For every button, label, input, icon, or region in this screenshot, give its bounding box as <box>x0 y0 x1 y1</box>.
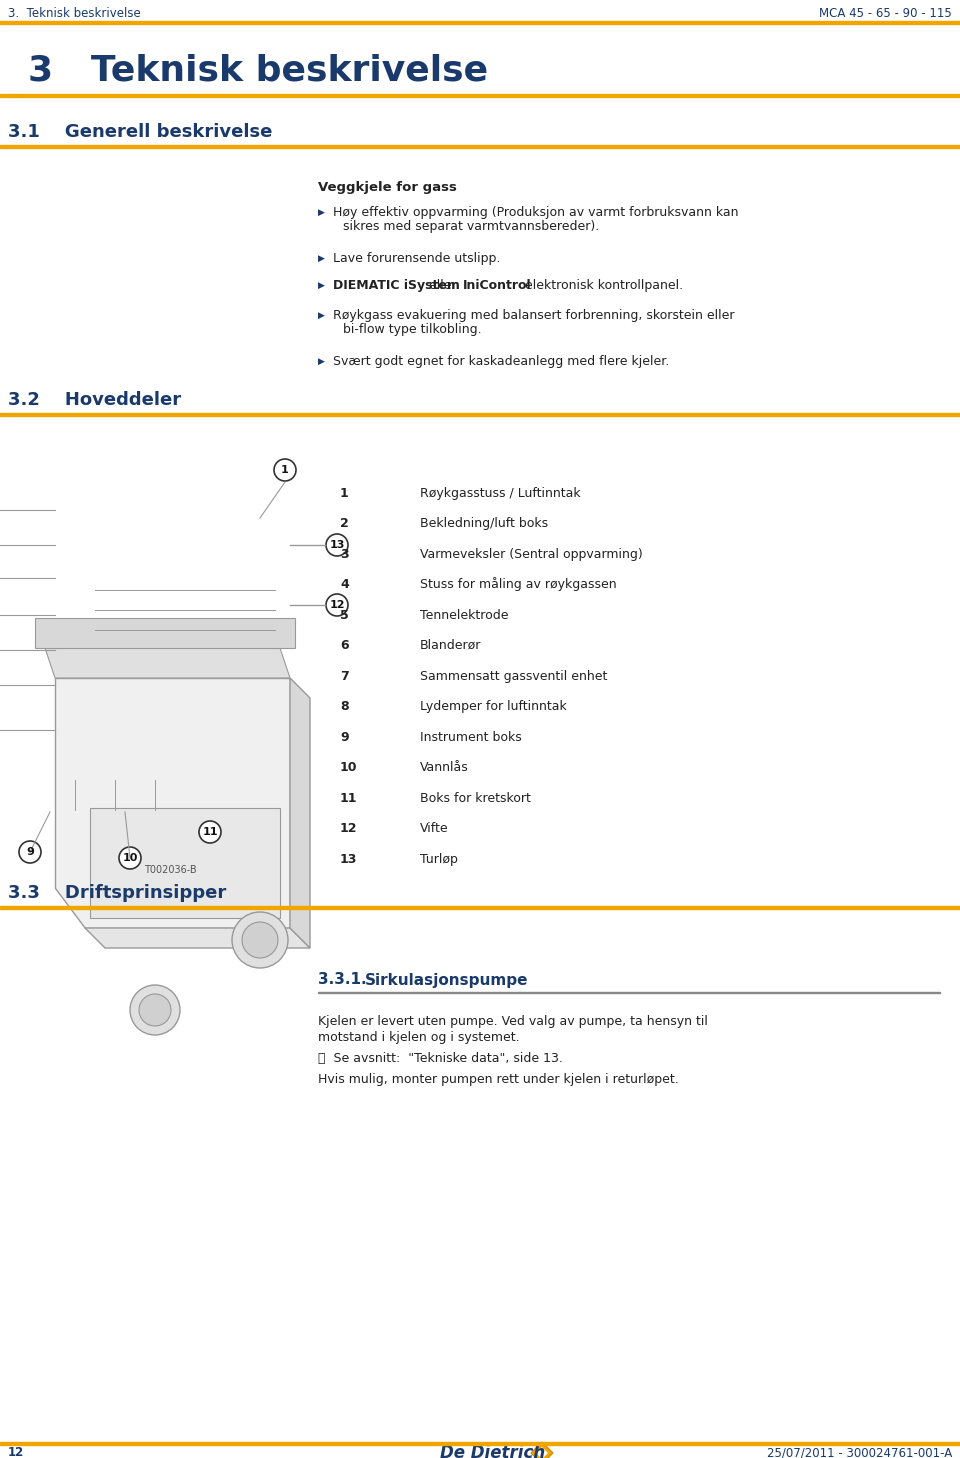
Text: Tennelektrode: Tennelektrode <box>420 608 509 621</box>
Polygon shape <box>531 1442 553 1458</box>
Text: 10: 10 <box>340 761 357 774</box>
Text: 9: 9 <box>26 847 34 857</box>
Circle shape <box>119 847 141 869</box>
Polygon shape <box>85 927 310 948</box>
Text: Lydemper for luftinntak: Lydemper for luftinntak <box>420 700 566 713</box>
Polygon shape <box>45 647 290 678</box>
Text: 3: 3 <box>340 548 348 560</box>
Polygon shape <box>290 678 310 948</box>
Text: 10: 10 <box>122 853 137 863</box>
Text: 1: 1 <box>340 487 348 500</box>
Text: 12: 12 <box>340 822 357 835</box>
Bar <box>0 93 960 98</box>
Bar <box>0 1442 960 1445</box>
Text: ▶: ▶ <box>318 357 324 366</box>
Text: 6: 6 <box>340 639 348 652</box>
Text: Kjelen er levert uten pumpe. Ved valg av pumpe, ta hensyn til: Kjelen er levert uten pumpe. Ved valg av… <box>318 1016 708 1028</box>
Text: 11: 11 <box>203 827 218 837</box>
Text: bi-flow type tilkobling.: bi-flow type tilkobling. <box>343 322 482 335</box>
Text: 13: 13 <box>340 853 357 866</box>
Text: 12: 12 <box>329 601 345 609</box>
Bar <box>0 144 960 149</box>
Text: IniControl: IniControl <box>463 278 532 292</box>
Text: 2: 2 <box>340 518 348 531</box>
Text: 3.3    Driftsprinsipper: 3.3 Driftsprinsipper <box>8 884 227 903</box>
Text: 4: 4 <box>340 577 348 590</box>
Text: Boks for kretskort: Boks for kretskort <box>420 792 531 805</box>
Polygon shape <box>55 678 290 927</box>
Text: elektronisk kontrollpanel.: elektronisk kontrollpanel. <box>520 278 683 292</box>
Text: Varmeveksler (Sentral oppvarming): Varmeveksler (Sentral oppvarming) <box>420 548 643 560</box>
Text: 7: 7 <box>340 669 348 682</box>
Text: Stuss for måling av røykgassen: Stuss for måling av røykgassen <box>420 577 616 592</box>
Circle shape <box>242 921 278 958</box>
Text: 3   Teknisk beskrivelse: 3 Teknisk beskrivelse <box>28 52 488 87</box>
Circle shape <box>326 593 348 615</box>
Bar <box>0 20 960 23</box>
Circle shape <box>326 534 348 555</box>
Text: 3.3.1.: 3.3.1. <box>318 972 367 987</box>
Text: De Dietrich: De Dietrich <box>440 1443 545 1458</box>
Text: Lave forurensende utslipp.: Lave forurensende utslipp. <box>333 251 500 264</box>
Text: Sammensatt gassventil enhet: Sammensatt gassventil enhet <box>420 669 608 682</box>
Text: Veggkjele for gass: Veggkjele for gass <box>318 181 457 194</box>
Text: Bekledning/luft boks: Bekledning/luft boks <box>420 518 548 531</box>
Text: ▶: ▶ <box>318 207 324 216</box>
Text: 3.2    Hoveddeler: 3.2 Hoveddeler <box>8 391 181 410</box>
Text: motstand i kjelen og i systemet.: motstand i kjelen og i systemet. <box>318 1031 519 1044</box>
Text: 9: 9 <box>340 730 348 744</box>
Text: sikres med separat varmtvannsbereder).: sikres med separat varmtvannsbereder). <box>343 220 599 232</box>
Circle shape <box>139 994 171 1026</box>
Text: 5: 5 <box>340 608 348 621</box>
Text: Vifte: Vifte <box>420 822 448 835</box>
Text: Røykgasstuss / Luftinntak: Røykgasstuss / Luftinntak <box>420 487 581 500</box>
Polygon shape <box>35 618 295 647</box>
Text: Røykgass evakuering med balansert forbrenning, skorstein eller: Røykgass evakuering med balansert forbre… <box>333 309 734 322</box>
Bar <box>318 991 940 993</box>
Bar <box>0 905 960 908</box>
Text: ▶: ▶ <box>318 254 324 262</box>
Text: T002036-B: T002036-B <box>144 865 196 875</box>
Text: 25/07/2011 - 300024761-001-A: 25/07/2011 - 300024761-001-A <box>767 1446 952 1458</box>
Text: Sirkulasjonspumpe: Sirkulasjonspumpe <box>365 972 529 987</box>
Text: 1: 1 <box>281 465 289 475</box>
Text: Hvis mulig, monter pumpen rett under kjelen i returløpet.: Hvis mulig, monter pumpen rett under kje… <box>318 1073 679 1086</box>
Text: 3.1    Generell beskrivelse: 3.1 Generell beskrivelse <box>8 122 273 141</box>
Text: Instrument boks: Instrument boks <box>420 730 521 744</box>
Text: Blanderør: Blanderør <box>420 639 481 652</box>
Text: 8: 8 <box>340 700 348 713</box>
Text: MCA 45 - 65 - 90 - 115: MCA 45 - 65 - 90 - 115 <box>819 6 952 19</box>
Polygon shape <box>536 1446 548 1458</box>
Circle shape <box>232 913 288 968</box>
Circle shape <box>274 459 296 481</box>
Circle shape <box>19 841 41 863</box>
Text: 11: 11 <box>340 792 357 805</box>
Text: Svært godt egnet for kaskadeanlegg med flere kjeler.: Svært godt egnet for kaskadeanlegg med f… <box>333 354 669 367</box>
Circle shape <box>199 821 221 843</box>
Text: DIEMATIC iSystem: DIEMATIC iSystem <box>333 278 460 292</box>
Circle shape <box>130 986 180 1035</box>
Text: Høy effektiv oppvarming (Produksjon av varmt forbruksvann kan: Høy effektiv oppvarming (Produksjon av v… <box>333 206 738 219</box>
Polygon shape <box>90 808 280 919</box>
Text: 📄  Se avsnitt:  "Tekniske data", side 13.: 📄 Se avsnitt: "Tekniske data", side 13. <box>318 1053 563 1066</box>
Text: 3.  Teknisk beskrivelse: 3. Teknisk beskrivelse <box>8 6 141 19</box>
Bar <box>0 413 960 416</box>
Text: Vannlås: Vannlås <box>420 761 468 774</box>
Text: eller: eller <box>425 278 461 292</box>
Text: 13: 13 <box>329 539 345 550</box>
Text: Turløp: Turløp <box>420 853 458 866</box>
Text: ▶: ▶ <box>318 280 324 290</box>
Text: ▶: ▶ <box>318 311 324 319</box>
Text: 12: 12 <box>8 1446 24 1458</box>
